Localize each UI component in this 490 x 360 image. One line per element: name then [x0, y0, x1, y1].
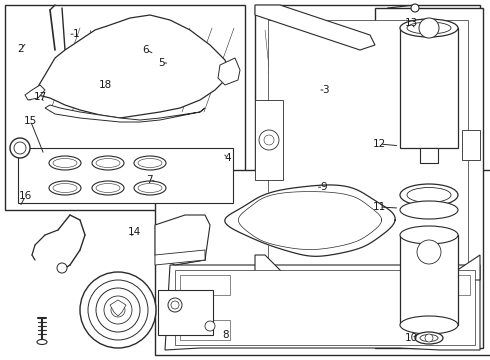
- Text: 10: 10: [405, 333, 418, 343]
- Ellipse shape: [138, 184, 162, 193]
- Bar: [400, 235, 458, 325]
- Bar: [18, 148, 233, 203]
- Ellipse shape: [134, 156, 166, 170]
- Text: 1: 1: [73, 29, 79, 39]
- Text: 9: 9: [320, 182, 327, 192]
- Ellipse shape: [400, 19, 458, 37]
- Bar: [462, 130, 480, 160]
- Text: 7: 7: [146, 175, 153, 185]
- Text: 11: 11: [373, 202, 387, 212]
- Circle shape: [411, 4, 419, 12]
- Polygon shape: [225, 185, 395, 256]
- Bar: [180, 320, 230, 340]
- Text: 18: 18: [98, 80, 112, 90]
- Circle shape: [88, 280, 148, 340]
- Ellipse shape: [53, 158, 77, 167]
- Polygon shape: [218, 58, 240, 85]
- Ellipse shape: [400, 226, 458, 244]
- Text: 2: 2: [17, 44, 24, 54]
- Circle shape: [171, 301, 179, 309]
- Circle shape: [259, 130, 279, 150]
- Ellipse shape: [420, 334, 438, 342]
- Ellipse shape: [37, 339, 47, 345]
- Ellipse shape: [400, 316, 458, 334]
- Circle shape: [417, 240, 441, 264]
- Bar: [255, 5, 480, 280]
- Ellipse shape: [415, 332, 443, 344]
- Text: 3: 3: [322, 85, 329, 95]
- Bar: [400, 28, 458, 148]
- Ellipse shape: [92, 156, 124, 170]
- Ellipse shape: [134, 181, 166, 195]
- Polygon shape: [155, 250, 205, 265]
- Circle shape: [419, 18, 439, 38]
- Text: 13: 13: [405, 18, 418, 28]
- Polygon shape: [255, 5, 375, 50]
- Ellipse shape: [49, 181, 81, 195]
- Bar: [175, 270, 475, 345]
- Ellipse shape: [407, 188, 451, 202]
- Bar: [255, 100, 283, 180]
- Circle shape: [111, 303, 125, 317]
- Text: 8: 8: [222, 330, 229, 340]
- Ellipse shape: [96, 184, 120, 193]
- Text: 6: 6: [143, 45, 149, 55]
- Ellipse shape: [96, 158, 120, 167]
- Bar: [158, 290, 213, 335]
- Circle shape: [14, 142, 26, 154]
- Ellipse shape: [407, 22, 451, 34]
- Polygon shape: [155, 215, 210, 265]
- Text: 16: 16: [19, 191, 32, 201]
- Ellipse shape: [49, 156, 81, 170]
- Polygon shape: [28, 15, 230, 118]
- Ellipse shape: [53, 184, 77, 193]
- Circle shape: [205, 321, 215, 331]
- Bar: [375, 8, 483, 348]
- Circle shape: [10, 138, 30, 158]
- Ellipse shape: [400, 184, 458, 206]
- Circle shape: [80, 272, 156, 348]
- Circle shape: [264, 135, 274, 145]
- Bar: [180, 275, 230, 295]
- Circle shape: [425, 334, 433, 342]
- Bar: [5, 5, 245, 210]
- Ellipse shape: [400, 201, 458, 219]
- Circle shape: [96, 288, 140, 332]
- Polygon shape: [165, 265, 480, 350]
- Circle shape: [104, 296, 132, 324]
- Text: 17: 17: [33, 92, 47, 102]
- Ellipse shape: [92, 181, 124, 195]
- Text: 5: 5: [158, 58, 165, 68]
- Circle shape: [57, 263, 67, 273]
- Bar: [155, 170, 490, 355]
- Bar: [268, 20, 468, 270]
- Polygon shape: [25, 85, 45, 100]
- Text: 14: 14: [128, 227, 142, 237]
- Ellipse shape: [138, 158, 162, 167]
- Text: 4: 4: [224, 153, 231, 163]
- Polygon shape: [45, 105, 205, 122]
- Bar: [420, 275, 470, 295]
- Polygon shape: [255, 255, 480, 285]
- Text: 15: 15: [24, 116, 37, 126]
- Circle shape: [168, 298, 182, 312]
- Text: 12: 12: [373, 139, 387, 149]
- Polygon shape: [110, 300, 126, 316]
- Bar: [420, 148, 438, 163]
